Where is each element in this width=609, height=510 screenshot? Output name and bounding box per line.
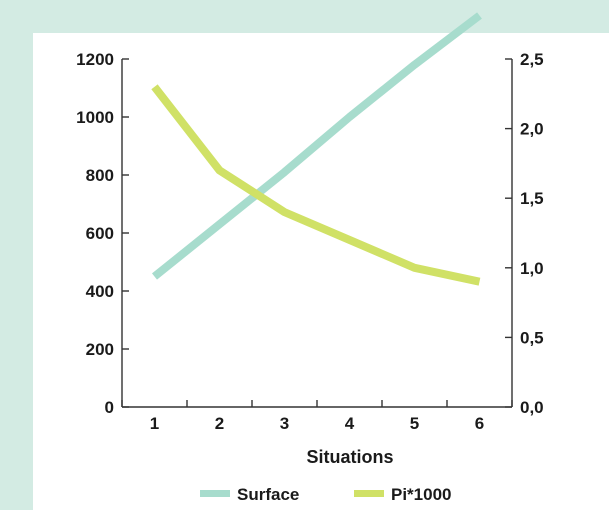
plot-area <box>151 12 482 286</box>
legend-swatch-pi-1000 <box>354 490 384 497</box>
legend-label-pi-1000: Pi*1000 <box>391 485 452 504</box>
y-right-tick-label: 2,5 <box>520 50 544 69</box>
x-tick-label: 3 <box>280 414 289 433</box>
x-tick-label: 4 <box>345 414 355 433</box>
y-right-tick-label: 2,0 <box>520 120 544 139</box>
x-tick-label: 6 <box>475 414 484 433</box>
y-left-tick-label: 800 <box>86 166 114 185</box>
legend-swatch-surface <box>200 490 230 497</box>
y-right-tick-label: 0,5 <box>520 328 544 347</box>
legend: Surface Pi*1000 <box>200 485 452 504</box>
y-right-tick-label: 1,5 <box>520 189 544 208</box>
x-axis-title: Situations <box>306 447 393 467</box>
x-tick-label: 5 <box>410 414 419 433</box>
y-left-tick-label: 600 <box>86 224 114 243</box>
y-left-tick-label: 0 <box>105 398 114 417</box>
y-left-tick-label: 1200 <box>76 50 114 69</box>
y-left-tick-label: 1000 <box>76 108 114 127</box>
y-right-tick-label: 1,0 <box>520 259 544 278</box>
series-line-pi-1000 <box>151 84 481 286</box>
y-left-tick-label: 200 <box>86 340 114 359</box>
series-line-surface <box>151 12 482 280</box>
x-tick-label: 2 <box>215 414 224 433</box>
x-tick-label: 1 <box>150 414 159 433</box>
legend-label-surface: Surface <box>237 485 299 504</box>
axes: 0 200 400 600 800 1000 1200 0,0 0,5 1,0 1,5 2,0 2,5 1… <box>76 50 543 433</box>
y-left-tick-label: 400 <box>86 282 114 301</box>
y-right-tick-label: 0,0 <box>520 398 544 417</box>
chart-panel <box>33 33 609 510</box>
